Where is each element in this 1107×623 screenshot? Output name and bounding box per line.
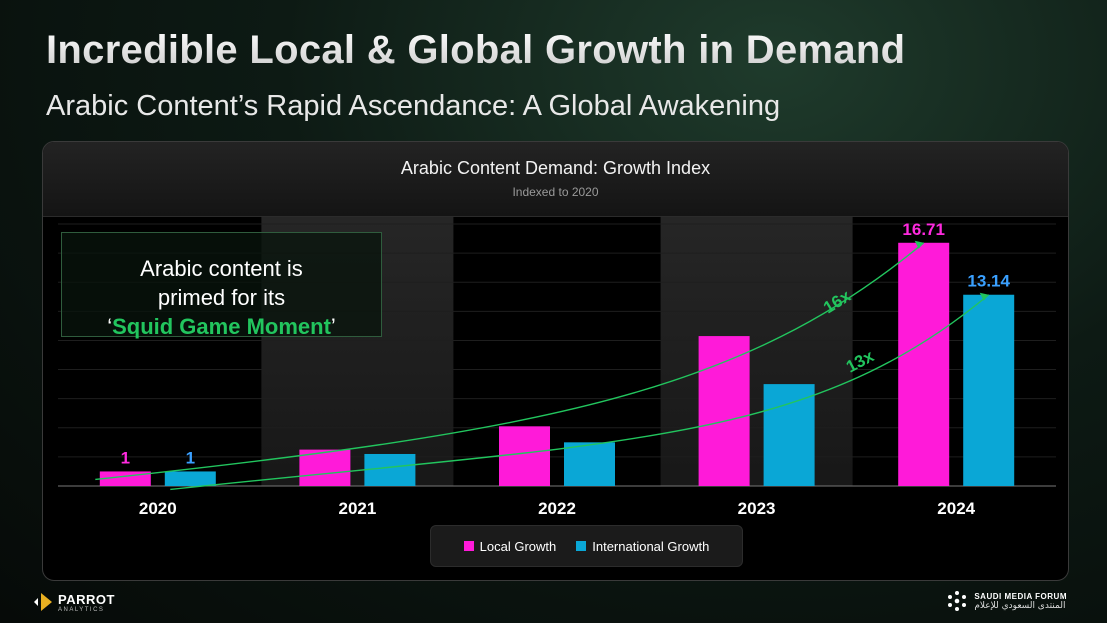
x-tick-label-2023: 2023 [738, 499, 776, 518]
chart-title: Arabic Content Demand: Growth Index [400, 158, 711, 178]
callout-line-3: ‘Squid Game Moment’ [62, 312, 381, 341]
bar-international-2022 [564, 442, 615, 486]
bar-local-2023 [698, 336, 750, 486]
legend-international-swatch [576, 541, 587, 551]
bar-local-2022 [499, 426, 550, 486]
x-tick-label-2020: 2020 [139, 499, 177, 518]
data-label-local-2024: 16.71 [902, 220, 945, 239]
legend-international-label: International Growth [592, 538, 710, 554]
column-highlight [660, 217, 853, 486]
forum-logo-arabic: المنتدى السعودي للإعلام [974, 600, 1066, 611]
trend-local [95, 242, 925, 481]
chart-header: Arabic Content Demand: Growth Index Inde… [43, 142, 1068, 217]
trend-international [170, 294, 990, 491]
trend-international-arrow [979, 292, 989, 301]
parrot-icon [34, 593, 52, 611]
chart-panel: Arabic Content Demand: Growth Index Inde… [42, 141, 1069, 581]
bar-local-2021 [299, 449, 351, 486]
forum-logo-text: SAUDI MEDIA FORUM [974, 591, 1067, 601]
page-title: Incredible Local & Global Growth in Dema… [46, 28, 906, 72]
x-tick-label-2024: 2024 [937, 499, 975, 518]
bar-international-2024 [963, 294, 1015, 486]
legend-local: Local Growth [463, 538, 557, 554]
parrot-analytics-logo: PARROT ANALYTICS [32, 591, 115, 613]
bar-international-2020 [164, 471, 216, 486]
open-quote: ‘ [107, 314, 113, 339]
callout-line-2: primed for its [157, 285, 286, 310]
chart-subtitle: Indexed to 2020 [512, 185, 599, 199]
bar-international-2023 [763, 384, 815, 486]
data-label-international-2024: 13.14 [967, 272, 1010, 291]
trend-local-arrow [914, 240, 924, 249]
x-tick-label-2022: 2022 [538, 499, 576, 518]
saudi-media-forum-logo: SAUDI MEDIA FORUM المنتدى السعودي للإعلا… [946, 590, 1067, 612]
x-tick-label-2021: 2021 [338, 499, 376, 518]
page-subtitle: Arabic Content’s Rapid Ascendance: A Glo… [46, 90, 781, 122]
bar-local-2024 [898, 242, 950, 486]
parrot-logo-sub: ANALYTICS [58, 606, 105, 613]
data-label-local-2020: 1 [121, 448, 130, 467]
callout-box: Arabic content is primed for its ‘Squid … [61, 232, 382, 339]
forum-dots-icon [948, 591, 967, 611]
close-quote: ’ [330, 314, 336, 339]
bar-international-2021 [364, 453, 416, 486]
legend-local-label: Local Growth [479, 538, 557, 554]
callout-line-1: Arabic content is [140, 256, 303, 281]
legend-international: International Growth [576, 539, 709, 554]
callout-highlight: Squid Game Moment [112, 314, 331, 339]
legend-local-swatch [463, 541, 474, 551]
parrot-logo-text: PARROT [58, 591, 115, 607]
data-label-international-2020: 1 [186, 448, 195, 467]
chart-legend: Local Growth International Growth [430, 525, 743, 567]
